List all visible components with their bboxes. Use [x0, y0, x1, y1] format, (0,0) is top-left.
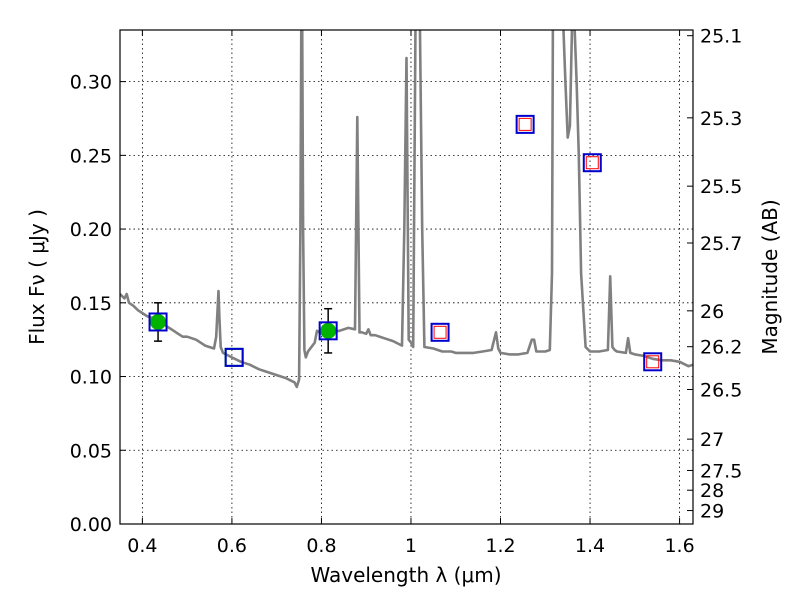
y-axis-label: Flux Fν ( μJy )	[25, 209, 49, 345]
plot-frame	[119, 29, 694, 525]
axis-ticks: 0.4 0.6 0.8 1 1.2 1.4 1.6 0.00 0.05 0.10 0.15 0.20 0…	[70, 26, 743, 557]
x-tick-label: 0.4	[127, 535, 157, 557]
photometry-inner-square	[433, 325, 447, 339]
x-tick-label: 1.2	[485, 535, 515, 557]
x-tick-label: 1.6	[664, 535, 694, 557]
photometry-square-marker	[148, 312, 168, 332]
photometry-square-marker	[515, 114, 535, 134]
photometry-inner-square	[518, 117, 532, 131]
y-tick-label: 0.25	[70, 145, 112, 167]
y-tick-label: 0.10	[70, 367, 112, 389]
x-tick-label: 0.6	[217, 535, 247, 557]
photometry-point	[320, 322, 337, 339]
y2-tick-label: 27	[700, 429, 724, 451]
photometry-square-marker	[643, 352, 663, 372]
y-tick-label: 0.05	[70, 440, 112, 462]
photometry-square-marker	[318, 321, 338, 341]
photometry-inner-square	[646, 355, 660, 369]
y-tick-label: 0.00	[70, 514, 112, 536]
photometry-inner-square	[585, 156, 599, 170]
photometry-square-marker	[582, 153, 602, 173]
y2-tick-label: 25.3	[700, 108, 742, 130]
y2-tick-label: 27.5	[700, 460, 742, 482]
x-axis-label: Wavelength λ (μm)	[310, 563, 501, 587]
y2-tick-label: 25.7	[700, 233, 742, 255]
y2-tick-label: 28	[700, 480, 724, 502]
y-tick-label: 0.30	[70, 72, 112, 94]
photometry-square-marker	[430, 322, 450, 342]
y2-tick-label: 29	[700, 501, 724, 523]
y2-tick-label: 26.5	[700, 380, 742, 402]
model-spectrum-line	[120, 30, 693, 389]
y-tick-label: 0.20	[70, 219, 112, 241]
photometry-square-marker	[224, 347, 244, 367]
y2-tick-label: 25.5	[700, 176, 742, 198]
y2-tick-label: 26	[700, 301, 724, 323]
y-tick-label: 0.15	[70, 293, 112, 315]
photometry-point	[150, 313, 167, 330]
x-tick-label: 1.4	[575, 535, 605, 557]
y2-axis-label: Magnitude (AB)	[758, 199, 782, 354]
x-tick-label: 0.8	[306, 535, 336, 557]
y2-tick-label: 26.2	[700, 337, 742, 359]
x-tick-label: 1	[405, 535, 417, 557]
plot-series	[120, 30, 693, 389]
y2-tick-label: 25.1	[700, 26, 742, 48]
